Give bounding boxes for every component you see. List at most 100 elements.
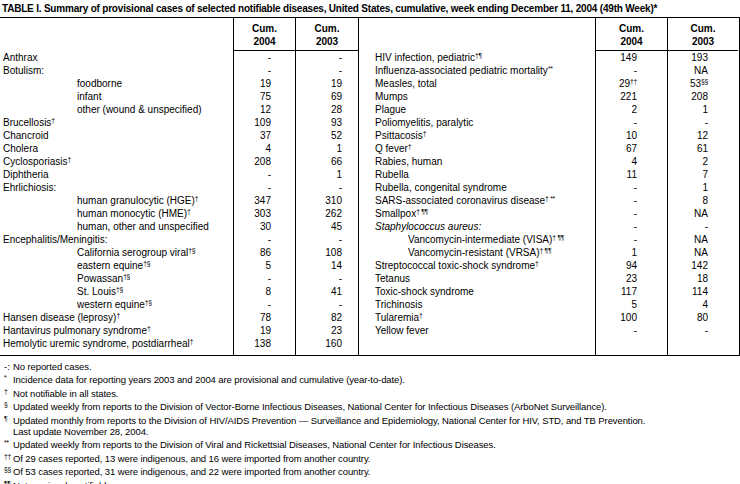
disease-label: Yellow fever: [375, 325, 429, 336]
cum-2004-value: 221: [620, 91, 637, 102]
cum-2003-value-cell: 41: [295, 285, 358, 298]
table-row: St. Louis†§ 8 41: [0, 285, 358, 298]
footnote-text: Last update November 28, 2004.: [13, 426, 148, 437]
table-row: Smallpox† ¶¶ - NA: [359, 207, 739, 220]
disease-label-cell: Influenza-associated pediatric mortality…: [359, 64, 595, 77]
disease-label: eastern equine: [77, 260, 143, 271]
cum-2004-value: 8: [265, 286, 271, 297]
footnotes-section: -:No reported cases. *Incidence data for…: [0, 361, 740, 484]
table-row: Tularemia† 100 80: [359, 311, 739, 324]
cum-2004-value-cell: 100: [595, 311, 667, 324]
cum-2003-value: 18: [697, 273, 708, 284]
disease-label-cell: Q fever†: [359, 142, 595, 155]
table-row: [359, 337, 739, 350]
footnote-marker: §: [4, 399, 13, 410]
footnote-line: *Incidence data for reporting years 2003…: [0, 372, 740, 385]
footnote-marker: ††: [4, 451, 13, 462]
cum-2004-value: 19: [260, 78, 271, 89]
disease-label-cell: Vancomycin-intermediate (VISA)† ¶¶: [359, 233, 595, 246]
footnote-text: Updated monthly from reports to the Divi…: [13, 415, 645, 426]
table-row: Rubella, congenital syndrome - 1: [359, 181, 739, 194]
cum-2004-value: 12: [260, 104, 271, 115]
cum-2004-value-cell: 2: [595, 103, 667, 116]
footnote-line: -:No reported cases.: [0, 361, 740, 372]
filler-cell: [667, 350, 738, 355]
cum-2003-value-cell: -: [295, 181, 358, 194]
cum-2003-value-cell: -: [295, 64, 358, 77]
disease-label-cell: Hantavirus pulmonary syndrome†: [0, 324, 233, 337]
cum-2003-value-cell: 4: [667, 298, 738, 311]
mmwr-table-page: TABLE I. Summary of provisional cases of…: [0, 3, 740, 484]
disease-label-cell: Rubella, congenital syndrome: [359, 181, 595, 194]
filler-cell: [233, 350, 295, 355]
year-2003-label: 2003: [296, 35, 358, 48]
cum-2004-value: -: [634, 208, 637, 219]
cum-2003-value: NA: [694, 65, 708, 76]
disease-label: HIV infection, pediatric: [375, 52, 475, 63]
cum-2003-value: 114: [692, 286, 708, 297]
table-row: Poliomyelitis, paralytic - -: [359, 116, 739, 129]
disease-label-cell: human monocytic (HME)†: [0, 207, 233, 220]
cum-2004-value: -: [268, 182, 271, 193]
table-left-half: Cum. 2004 Cum. 2003 Anthrax - -: [0, 18, 358, 355]
table-right-half: Cum. 2004 Cum. 2003 HIV infection, pedia…: [358, 18, 740, 355]
table-row: Psittacosis† 10 12: [359, 129, 739, 142]
cum-2003-value-cell: NA: [667, 207, 738, 220]
disease-label: infant: [77, 91, 101, 102]
cum-2003-value-cell: -: [667, 324, 738, 337]
disease-label-cell: St. Louis†§: [0, 285, 233, 298]
table-row: Influenza-associated pediatric mortality…: [359, 64, 739, 77]
footnote-marker: †§: [123, 273, 130, 280]
disease-label: Brucellosis: [3, 117, 51, 128]
disease-label-cell: California serogroup viral†§: [0, 246, 233, 259]
cum-2003-value-cell: -: [295, 272, 358, 285]
cum-2004-value: 347: [254, 195, 271, 206]
table-row: Hansen disease (leprosy)† 78 82: [0, 311, 358, 324]
cum-2003-value-cell: 142: [667, 259, 738, 272]
table-row: Brucellosis† 109 93: [0, 116, 358, 129]
disease-label: Poliomyelitis, paralytic: [375, 117, 473, 128]
year-2004-label: 2004: [596, 35, 667, 48]
table-row: Rabies, human 4 2: [359, 155, 739, 168]
disease-label-cell: Mumps: [359, 90, 595, 103]
left-table-body: Anthrax - - Botulism: - - foodborne 19 1…: [0, 51, 358, 350]
cum-2003-value: 19: [331, 78, 342, 89]
footnote-marker: †§: [188, 247, 195, 254]
cum-2004-value-cell: 78: [233, 311, 295, 324]
cum-2003-value-cell: -: [667, 116, 738, 129]
cum-2004-value-cell: 12: [233, 103, 295, 116]
disease-label: Psittacosis: [375, 130, 423, 141]
cum-2003-value-cell: 61: [667, 142, 738, 155]
cum-label: Cum.: [596, 22, 667, 35]
cum-2003-value: 1: [702, 182, 708, 193]
footnote-marker: *: [4, 372, 13, 383]
disease-label-cell: infant: [0, 90, 233, 103]
value-footnote-marker: §§: [701, 78, 708, 85]
footnote-marker: †: [116, 312, 119, 319]
cum-2004-value-cell: 4: [233, 142, 295, 155]
footnote-line: §§Of 53 cases reported, 31 were indigeno…: [0, 464, 740, 477]
notifiable-diseases-table: Cum. 2004 Cum. 2003 Anthrax - -: [0, 17, 740, 356]
disease-label: Hantavirus pulmonary syndrome: [3, 325, 147, 336]
disease-label: Streptococcal toxic-shock syndrome: [375, 260, 535, 271]
right-header-cum-2003: Cum. 2003: [667, 18, 738, 51]
footnote-line: **Updated weekly from reports to the Div…: [0, 437, 740, 450]
cum-2003-value: 1: [702, 104, 708, 115]
table-row: eastern equine†§ 5 14: [0, 259, 358, 272]
footnote-marker: †: [147, 325, 150, 332]
table-row: Yellow fever - -: [359, 324, 739, 337]
cum-2003-value: 142: [691, 260, 708, 271]
cum-2004-value-cell: -: [233, 168, 295, 181]
table-row: human granulocytic (HGE)† 347 310: [0, 194, 358, 207]
cum-2003-value-cell: 69: [295, 90, 358, 103]
disease-label: Rubella, congenital syndrome: [375, 182, 507, 193]
disease-label-cell: Tularemia†: [359, 311, 595, 324]
disease-label: Hemolytic uremic syndrome, postdiarrheal: [3, 338, 190, 349]
cum-2004-value: 78: [260, 312, 271, 323]
disease-label-cell: Cholera: [0, 142, 233, 155]
cum-2004-value: 11: [627, 169, 637, 180]
left-header-row: Cum. 2004 Cum. 2003: [0, 18, 358, 51]
footnote-line: ††Of 29 cases reported, 13 were indigeno…: [0, 451, 740, 464]
disease-label: Mumps: [375, 91, 408, 102]
disease-label-cell: Streptococcal toxic-shock syndrome†: [359, 259, 595, 272]
